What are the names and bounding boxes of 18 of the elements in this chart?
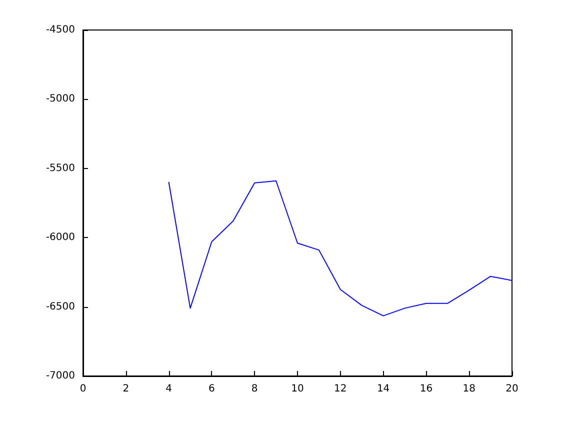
x-tick-label: 2 xyxy=(122,384,130,394)
line-series xyxy=(168,180,512,316)
x-tick-label: 8 xyxy=(251,384,258,394)
y-tick-label: -5500 xyxy=(46,162,75,174)
y-tick-label: -6000 xyxy=(46,232,75,244)
x-tick-label: 12 xyxy=(334,384,347,394)
x-tick-label: 14 xyxy=(376,384,390,394)
x-tick-label: 6 xyxy=(208,384,215,394)
x-tick-label: 10 xyxy=(291,384,304,394)
x-tick-label: 4 xyxy=(166,384,172,394)
y-tick-label: -7000 xyxy=(46,370,75,382)
x-tick-label: 20 xyxy=(506,384,518,394)
x-tick-label: 0 xyxy=(80,384,86,394)
y-tick-label: -4500 xyxy=(46,24,75,36)
y-tick-label: -6500 xyxy=(46,301,75,312)
x-tick-label: 16 xyxy=(420,384,433,394)
y-tick-label: -5000 xyxy=(46,94,75,105)
x-tick-label: 18 xyxy=(462,384,476,394)
